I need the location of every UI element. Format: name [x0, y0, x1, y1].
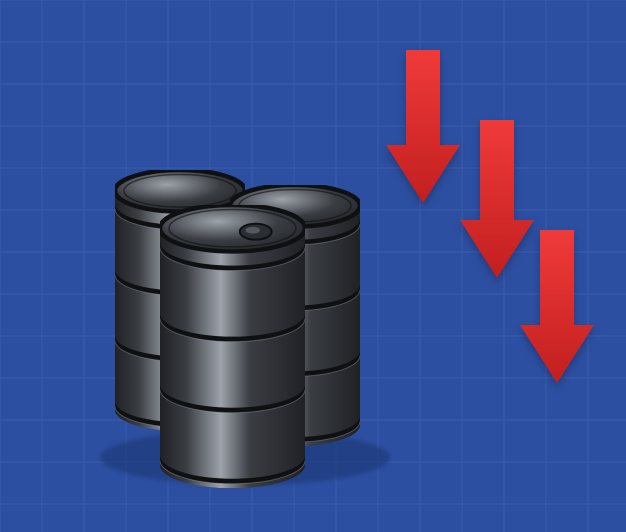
- down-arrow-icon: [386, 50, 460, 203]
- oil-price-drop-infographic: [0, 0, 626, 532]
- down-arrow-icon: [520, 230, 594, 383]
- oil-barrel-icon: [160, 205, 305, 488]
